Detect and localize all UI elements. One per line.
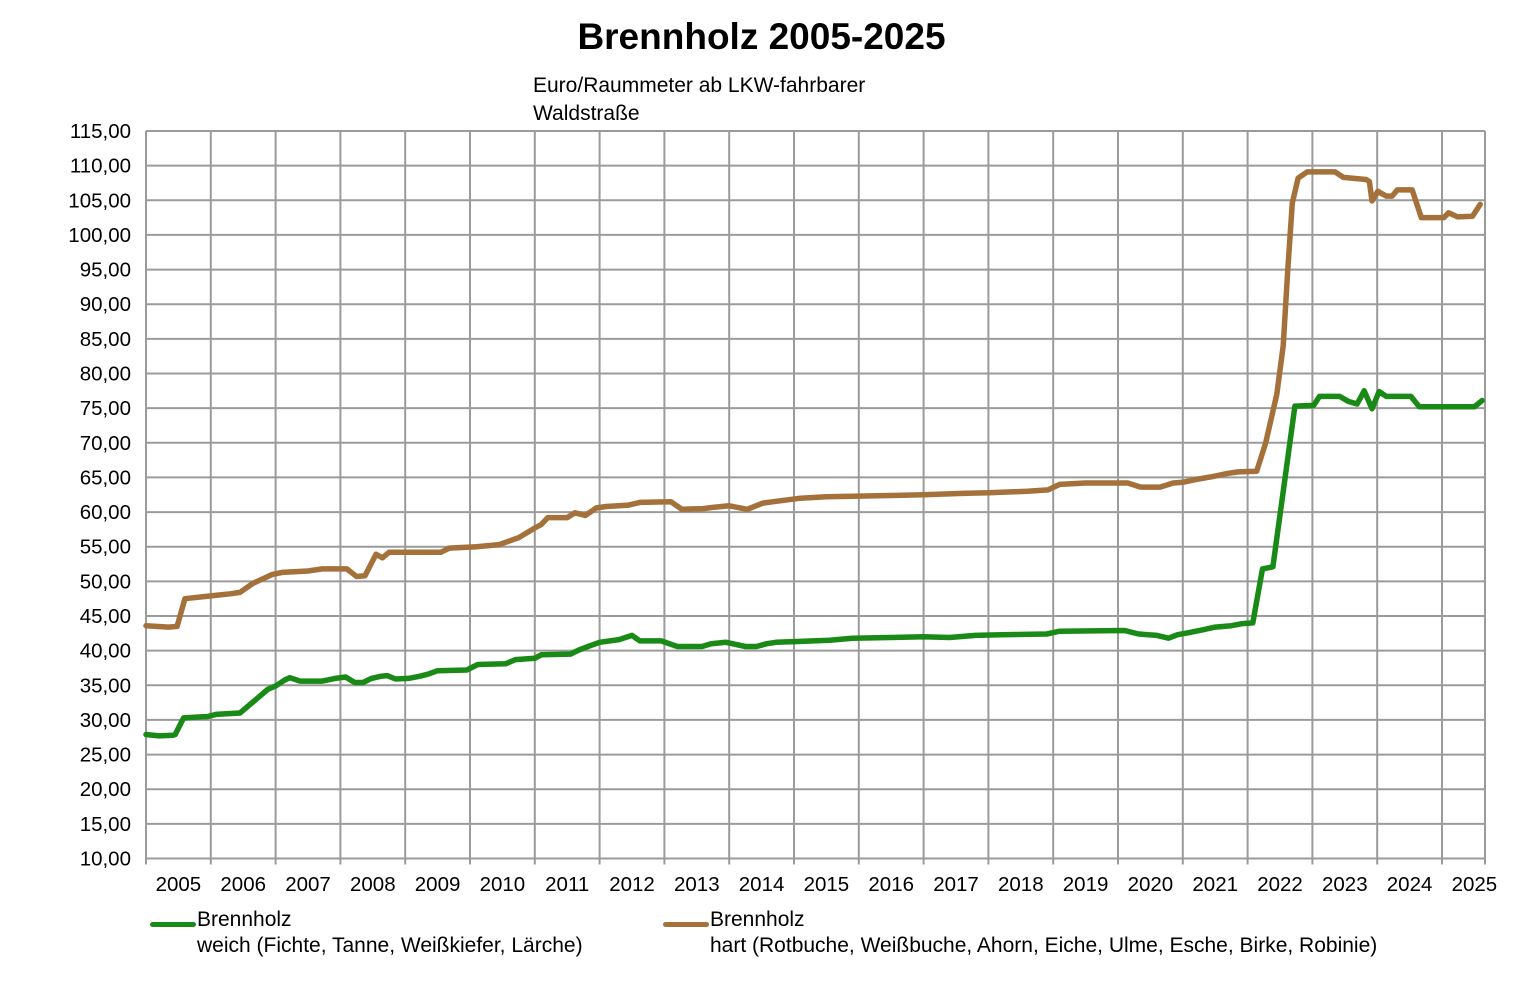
svg-text:2012: 2012	[609, 873, 655, 896]
svg-text:2025: 2025	[1452, 873, 1498, 896]
chart-subtitle-line1: Euro/Raummeter ab LKW-fahrbarer	[533, 74, 866, 97]
svg-text:2008: 2008	[350, 873, 396, 896]
x-axis-ticks	[145, 858, 1486, 865]
svg-text:2019: 2019	[1063, 873, 1109, 896]
legend-text-weich: Brennholz weich (Fichte, Tanne, Weißkief…	[197, 907, 583, 959]
svg-text:2024: 2024	[1387, 873, 1433, 896]
legend-weich-description: weich (Fichte, Tanne, Weißkiefer, Lärche…	[197, 934, 583, 957]
svg-text:40,00: 40,00	[80, 640, 131, 663]
series-line-hart	[143, 169, 1483, 630]
svg-text:10,00: 10,00	[80, 848, 131, 871]
svg-text:2005: 2005	[156, 873, 202, 896]
svg-text:75,00: 75,00	[80, 397, 131, 420]
svg-text:110,00: 110,00	[70, 155, 131, 178]
weich-line-swatch	[150, 922, 196, 927]
svg-text:25,00: 25,00	[80, 744, 131, 767]
svg-text:15,00: 15,00	[80, 813, 131, 836]
legend-hart-name: Brennholz	[710, 908, 805, 931]
legend-weich-name: Brennholz	[197, 908, 292, 931]
y-axis-labels: 10,00 15,00 20,00 25,00 30,00 35,00 40,00 45,00…	[68, 120, 131, 871]
svg-text:70,00: 70,00	[80, 432, 131, 455]
svg-text:115,00: 115,00	[70, 120, 131, 143]
x-axis-labels: 2005 2006 2007 2008 2009 2010 2011 2012 2013 2014…	[156, 873, 1498, 896]
svg-text:30,00: 30,00	[80, 709, 131, 732]
svg-text:2010: 2010	[480, 873, 526, 896]
svg-text:2018: 2018	[998, 873, 1044, 896]
chart-subtitle-line2: Waldstraße	[533, 102, 640, 125]
svg-text:2011: 2011	[545, 873, 589, 896]
series-line-weich	[143, 388, 1485, 739]
svg-text:100,00: 100,00	[68, 224, 131, 247]
svg-text:2006: 2006	[220, 873, 266, 896]
svg-text:90,00: 90,00	[80, 293, 131, 316]
legend-hart-description: hart (Rotbuche, Weißbuche, Ahorn, Eiche,…	[710, 934, 1378, 957]
svg-text:2021: 2021	[1192, 873, 1238, 896]
svg-text:2009: 2009	[415, 873, 461, 896]
svg-text:2022: 2022	[1257, 873, 1303, 896]
chart-subtitle: Euro/Raummeter ab LKW-fahrbarer Waldstra…	[533, 72, 865, 128]
svg-text:35,00: 35,00	[80, 674, 131, 697]
svg-text:45,00: 45,00	[80, 605, 131, 628]
svg-text:85,00: 85,00	[80, 328, 131, 351]
svg-text:20,00: 20,00	[80, 778, 131, 801]
svg-text:80,00: 80,00	[80, 363, 131, 386]
svg-text:2013: 2013	[674, 873, 720, 896]
svg-text:2017: 2017	[933, 873, 979, 896]
hart-line-swatch	[663, 922, 709, 927]
svg-text:105,00: 105,00	[68, 189, 131, 212]
svg-text:2014: 2014	[739, 873, 785, 896]
svg-text:2016: 2016	[868, 873, 914, 896]
svg-text:65,00: 65,00	[80, 466, 131, 489]
legend-entry-weich: Brennholz weich (Fichte, Tanne, Weißkief…	[150, 907, 583, 959]
gridlines	[145, 130, 1486, 860]
svg-text:2020: 2020	[1128, 873, 1174, 896]
svg-text:2015: 2015	[804, 873, 850, 896]
legend-entry-hart: Brennholz hart (Rotbuche, Weißbuche, Aho…	[663, 907, 1377, 959]
legend-text-hart: Brennholz hart (Rotbuche, Weißbuche, Aho…	[710, 907, 1377, 959]
svg-text:50,00: 50,00	[80, 570, 131, 593]
chart-title: Brennholz 2005-2025	[577, 16, 946, 57]
svg-text:55,00: 55,00	[80, 536, 131, 559]
svg-text:60,00: 60,00	[80, 501, 131, 524]
svg-text:95,00: 95,00	[80, 259, 131, 282]
svg-text:2007: 2007	[285, 873, 331, 896]
svg-text:2023: 2023	[1322, 873, 1368, 896]
